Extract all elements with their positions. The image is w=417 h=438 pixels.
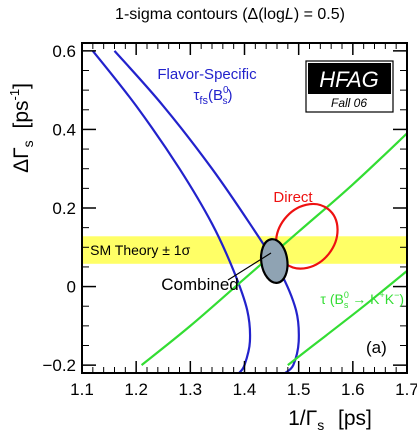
tau-symbol: τ	[320, 291, 329, 307]
flavor-specific-sublabel: τfs(B0 s)	[193, 85, 232, 107]
combined-contour	[259, 238, 289, 284]
logo-subtext: Fall 06	[331, 96, 367, 110]
x-axis-title-sub: s	[317, 417, 324, 433]
flavor-specific-label: Flavor-Specific	[157, 66, 257, 83]
tau-label: τ (B0 s → K+K−)	[320, 290, 404, 310]
tau-close: )	[399, 291, 404, 307]
tau-b-sup: 0	[344, 290, 349, 300]
y-axis-title-sub: s	[20, 140, 36, 147]
tau-b-open: (B	[330, 291, 344, 307]
combined-label: Combined	[161, 275, 239, 294]
y-axis-title: ΔΓs [ps-1]	[7, 83, 36, 173]
tau-k1-sup: +	[379, 290, 384, 300]
sm-band	[82, 236, 407, 264]
x-tick-label: 1.2	[124, 380, 148, 399]
flavor-b-sub: s	[223, 96, 228, 107]
x-tick-label: 1.6	[341, 380, 365, 399]
logo-text: HFAG	[319, 67, 378, 92]
y-tick-label: 0.6	[52, 42, 76, 61]
x-axis-title-main: 1/Γ	[288, 407, 317, 430]
chart-title-prefix: 1-sigma contours (Δ(log	[115, 6, 285, 23]
y-tick-label: 0.4	[52, 120, 76, 139]
x-tick-label: 1.7	[395, 380, 417, 399]
flavor-b-close: )	[228, 87, 233, 104]
y-axis-title-sup: -1	[7, 89, 22, 101]
chart-title-var: L	[284, 6, 294, 23]
flavor-tau: τ	[193, 87, 199, 104]
tau-k2: K	[385, 291, 395, 307]
flavor-b-sup: 0	[223, 85, 229, 96]
tau-k2-sup: −	[394, 290, 399, 300]
x-axis-title-unit: [ps]	[332, 407, 372, 430]
x-tick-label: 1.3	[179, 380, 203, 399]
panel-label: (a)	[366, 338, 387, 357]
flavor-tau-sub: fs	[199, 95, 208, 107]
x-tick-label: 1.4	[233, 380, 257, 399]
x-tick-label: 1.1	[70, 380, 94, 399]
y-axis-title-main: ΔΓ	[10, 147, 33, 173]
chart-title-suffix: ) = 0.5)	[293, 6, 345, 23]
x-axis-title: 1/Γs [ps]	[288, 407, 372, 433]
flavor-b-open: (B	[208, 87, 223, 104]
x-tick-label: 1.5	[287, 380, 311, 399]
flavor-specific-curve-lower	[91, 50, 252, 373]
sm-band-label: SM Theory ± 1σ	[90, 242, 190, 258]
tau-b-sub: s	[344, 300, 349, 310]
y-tick-label: 0	[67, 278, 76, 297]
y-axis-title-close: ]	[10, 83, 33, 89]
y-tick-label: −0.2	[42, 356, 76, 375]
y-tick-label: 0.2	[52, 199, 76, 218]
y-axis-title-unit: [ps	[10, 100, 33, 134]
combined-pointer	[227, 252, 272, 281]
chart-title: 1-sigma contours (Δ(logL) = 0.5)	[80, 6, 380, 24]
tau-curve-lower	[287, 270, 407, 366]
tau-arrow: → K	[348, 291, 380, 307]
direct-label: Direct	[273, 189, 313, 206]
logo-top	[308, 63, 391, 94]
